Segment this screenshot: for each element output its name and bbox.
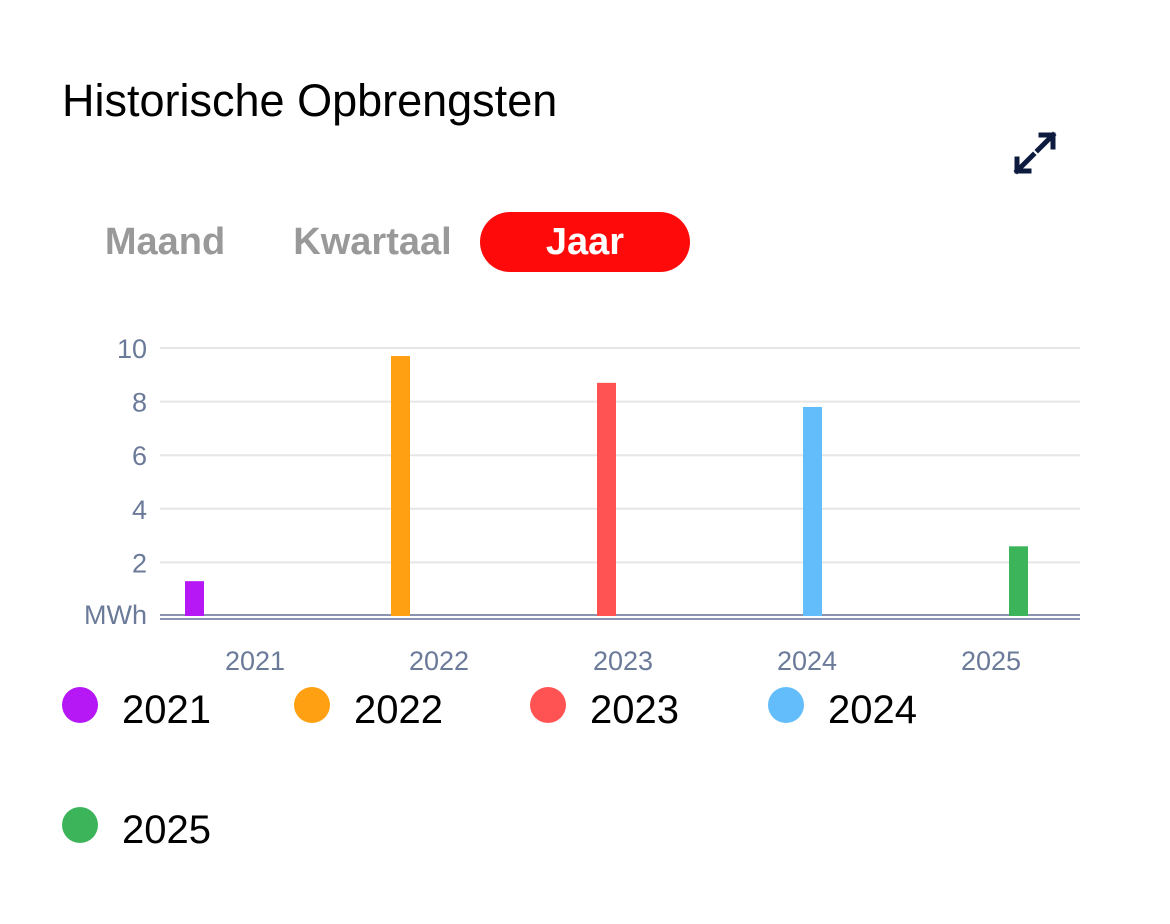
- legend-label-2024: 2024: [828, 688, 917, 732]
- bar-2023: [597, 382, 616, 616]
- tab-kwartaal[interactable]: Kwartaal: [293, 221, 452, 263]
- bar-2024: [803, 406, 822, 616]
- x-tick-label: 2025: [961, 646, 1021, 676]
- legend-dot-2023: [530, 687, 566, 723]
- period-tabs: Maand Kwartaal Jaar: [80, 212, 700, 272]
- x-tick-label: 2023: [593, 646, 653, 676]
- y-tick-label: 10: [117, 334, 147, 364]
- legend-label-2022: 2022: [354, 688, 443, 732]
- x-tick-label: 2021: [225, 646, 285, 676]
- y-axis-unit-label: MWh: [84, 600, 147, 630]
- y-tick-label: 8: [132, 388, 147, 418]
- tab-maand[interactable]: Maand: [104, 221, 226, 263]
- bar-2022: [391, 356, 410, 616]
- y-tick-label: 2: [132, 548, 147, 578]
- y-tick-label: 6: [132, 441, 147, 471]
- legend-label-2025: 2025: [122, 808, 211, 852]
- legend-dot-2022: [294, 687, 330, 723]
- legend-dot-2025: [62, 807, 98, 843]
- expand-icon[interactable]: [1007, 125, 1065, 183]
- bar-2025: [1009, 546, 1028, 616]
- y-tick-label: 4: [132, 495, 147, 525]
- x-tick-label: 2024: [777, 646, 837, 676]
- chart-legend: 2021 2022 2023 2024 2025: [62, 685, 1122, 885]
- x-tick-label: 2022: [409, 646, 469, 676]
- legend-dot-2021: [62, 687, 98, 723]
- yield-bar-chart: 2 4 6 8 10 MWh 2021 2022 2023 2024 2025: [84, 334, 1080, 676]
- page-title: Historische Opbrengsten: [62, 75, 558, 126]
- legend-label-2023: 2023: [590, 688, 679, 732]
- bar-2021: [185, 581, 204, 616]
- tab-jaar[interactable]: Jaar: [480, 212, 690, 272]
- legend-label-2021: 2021: [122, 688, 211, 732]
- legend-dot-2024: [768, 687, 804, 723]
